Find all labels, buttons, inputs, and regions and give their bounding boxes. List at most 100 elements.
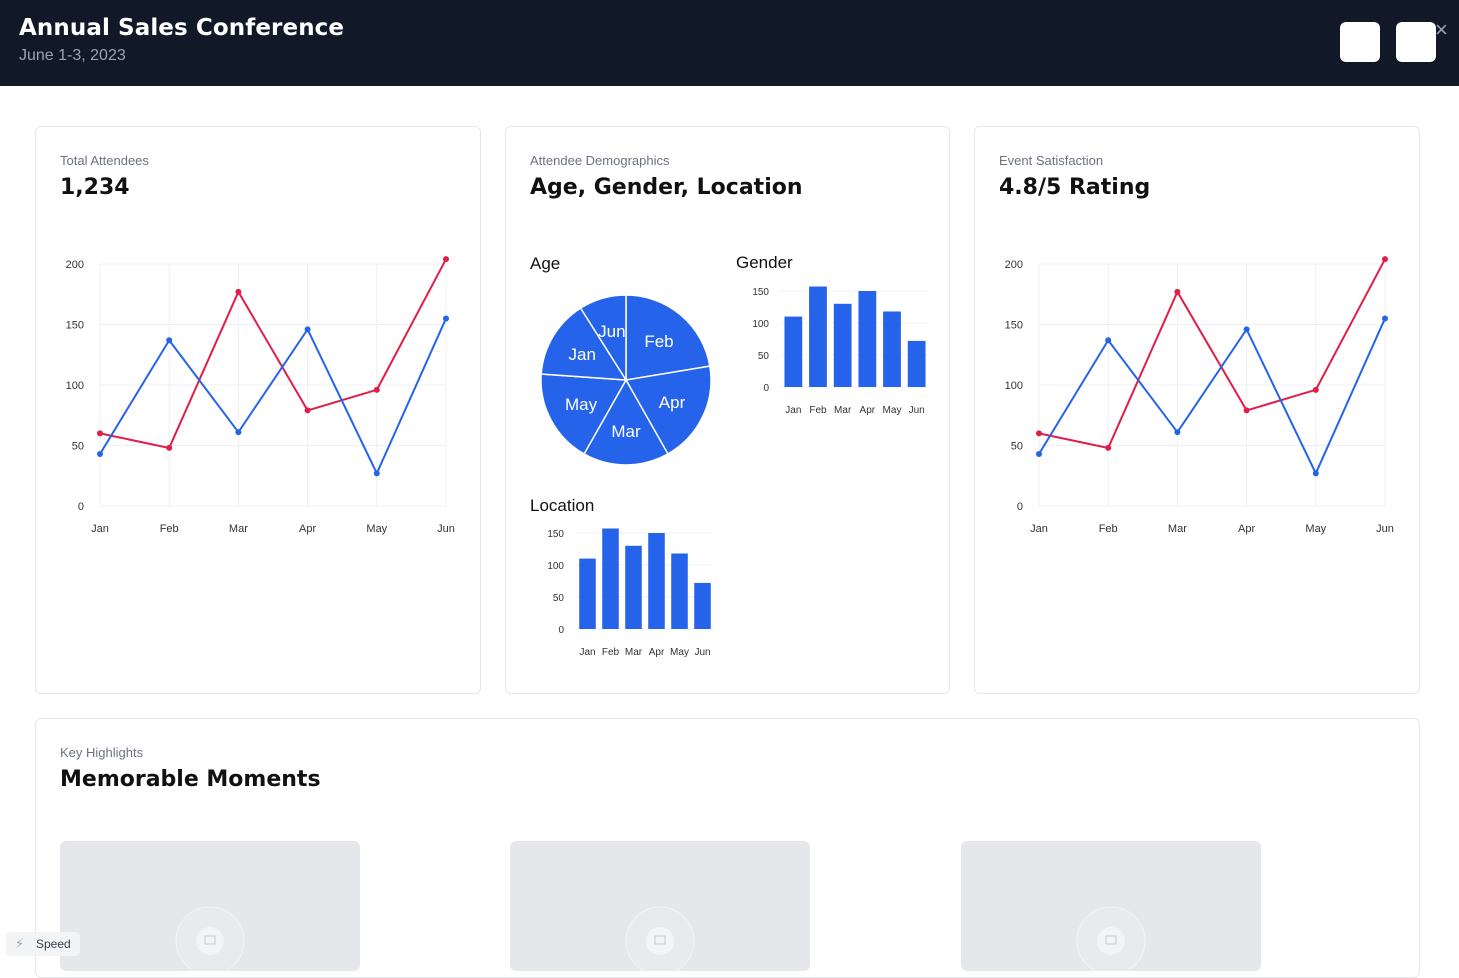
data-point bbox=[1382, 256, 1388, 263]
x-tick-label: May bbox=[366, 523, 387, 535]
data-point bbox=[1174, 288, 1181, 295]
pie-slice bbox=[540, 373, 628, 455]
y-tick-label: 100 bbox=[547, 561, 564, 572]
data-point bbox=[97, 450, 103, 457]
speed-badge-label: Speed bbox=[36, 937, 71, 951]
x-tick-label: Apr bbox=[299, 523, 316, 535]
x-tick-label: Feb bbox=[809, 405, 827, 416]
pie-slice-label: Jun bbox=[598, 322, 625, 341]
x-tick-label: Jun bbox=[1376, 523, 1394, 535]
image-placeholder-icon bbox=[1076, 906, 1146, 971]
data-point bbox=[235, 288, 242, 295]
y-tick-label: 150 bbox=[547, 529, 564, 540]
y-tick-label: 0 bbox=[763, 383, 769, 394]
x-tick-label: Apr bbox=[860, 405, 876, 416]
series-line-1 bbox=[99, 258, 447, 450]
y-tick-label: 150 bbox=[66, 320, 84, 332]
age-chart-title: Age bbox=[530, 254, 561, 273]
y-tick-label: 150 bbox=[752, 287, 769, 298]
x-tick-label: Mar bbox=[834, 405, 852, 416]
pie-slice bbox=[624, 365, 712, 455]
pie-slice-label: Feb bbox=[644, 332, 673, 351]
gender-bar bbox=[858, 291, 877, 387]
data-point bbox=[1174, 429, 1181, 436]
location-bar bbox=[671, 553, 688, 629]
data-point bbox=[373, 470, 380, 477]
data-point bbox=[1105, 337, 1112, 344]
data-point bbox=[443, 315, 449, 322]
y-tick-label: 0 bbox=[78, 501, 84, 513]
image-placeholder-icon bbox=[625, 906, 695, 971]
data-point bbox=[1312, 386, 1319, 393]
y-tick-label: 200 bbox=[66, 259, 84, 271]
pie-slice bbox=[625, 294, 711, 381]
pie-slice-label: Jan bbox=[569, 345, 596, 364]
highlights-card: Key Highlights Memorable Moments bbox=[35, 718, 1420, 978]
attendees-card: Total Attendees 1,234 0 50 100 150 200 Jan Feb… bbox=[35, 126, 481, 694]
header-action-button-2[interactable] bbox=[1396, 22, 1436, 62]
card-value: Age, Gender, Location bbox=[530, 175, 803, 200]
bolt-icon: ⚡ bbox=[15, 936, 25, 951]
x-tick-label: Feb bbox=[160, 523, 179, 535]
data-point bbox=[235, 429, 242, 436]
y-tick-label: 50 bbox=[1011, 441, 1023, 453]
pie-slice-label: Mar bbox=[611, 422, 641, 441]
x-tick-label: Mar bbox=[229, 523, 248, 535]
series-line-2 bbox=[99, 318, 447, 476]
x-tick-label: May bbox=[670, 647, 689, 658]
location-bar bbox=[602, 528, 619, 629]
x-tick-label: Jan bbox=[785, 405, 801, 416]
x-tick-label: Jan bbox=[579, 647, 595, 658]
highlight-image-3[interactable] bbox=[961, 841, 1261, 971]
y-tick-label: 50 bbox=[758, 351, 770, 362]
speed-badge[interactable]: ⚡ Speed bbox=[6, 932, 80, 956]
data-point bbox=[304, 407, 311, 414]
gender-bar bbox=[833, 303, 852, 387]
x-tick-label: Feb bbox=[602, 647, 620, 658]
card-label: Attendee Demographics bbox=[530, 153, 670, 168]
location-bar bbox=[579, 558, 596, 629]
y-tick-label: 200 bbox=[1005, 259, 1023, 271]
x-tick-label: Jan bbox=[91, 523, 109, 535]
y-tick-label: 100 bbox=[66, 380, 84, 392]
card-value: Memorable Moments bbox=[60, 767, 321, 792]
y-tick-label: 50 bbox=[553, 593, 565, 604]
x-tick-label: Jun bbox=[909, 405, 925, 416]
x-tick-label: Jun bbox=[694, 647, 710, 658]
x-tick-label: May bbox=[883, 405, 902, 416]
x-tick-label: May bbox=[1305, 523, 1326, 535]
card-value: 1,234 bbox=[60, 175, 130, 200]
x-tick-label: Apr bbox=[1238, 523, 1255, 535]
demographics-card: Attendee Demographics Age, Gender, Locat… bbox=[505, 126, 950, 694]
data-point bbox=[1243, 326, 1250, 333]
gender-bar bbox=[907, 340, 926, 387]
card-value: 4.8/5 Rating bbox=[999, 175, 1151, 200]
pie-slice bbox=[583, 378, 669, 466]
gender-bar bbox=[809, 286, 827, 387]
satisfaction-line-chart: 0 50 100 150 200 Jan Feb Mar Apr May Jun bbox=[1005, 256, 1394, 535]
header-action-button-1[interactable] bbox=[1340, 22, 1380, 62]
card-label: Event Satisfaction bbox=[999, 153, 1104, 168]
data-point bbox=[373, 386, 380, 393]
pie-slice bbox=[579, 294, 627, 383]
close-icon[interactable]: × bbox=[1435, 17, 1448, 42]
highlight-image-1[interactable] bbox=[60, 841, 360, 971]
data-point bbox=[1036, 430, 1042, 437]
y-tick-label: 150 bbox=[1005, 320, 1023, 332]
highlight-image-2[interactable] bbox=[510, 841, 810, 971]
card-label: Key Highlights bbox=[60, 745, 144, 760]
gender-bar bbox=[784, 316, 803, 387]
data-point bbox=[1105, 444, 1112, 451]
y-tick-label: 100 bbox=[1005, 380, 1023, 392]
data-point bbox=[1243, 407, 1250, 414]
data-point bbox=[443, 256, 449, 263]
header-bar: Annual Sales Conference June 1-3, 2023 × bbox=[0, 0, 1459, 86]
image-placeholder-icon bbox=[175, 906, 245, 971]
card-label: Total Attendees bbox=[60, 153, 149, 168]
data-point bbox=[1312, 470, 1319, 477]
gender-bar bbox=[883, 311, 901, 387]
location-bar bbox=[625, 545, 642, 629]
satisfaction-card: Event Satisfaction 4.8/5 Rating 0 50 100 15… bbox=[974, 126, 1420, 694]
data-point bbox=[304, 326, 311, 333]
